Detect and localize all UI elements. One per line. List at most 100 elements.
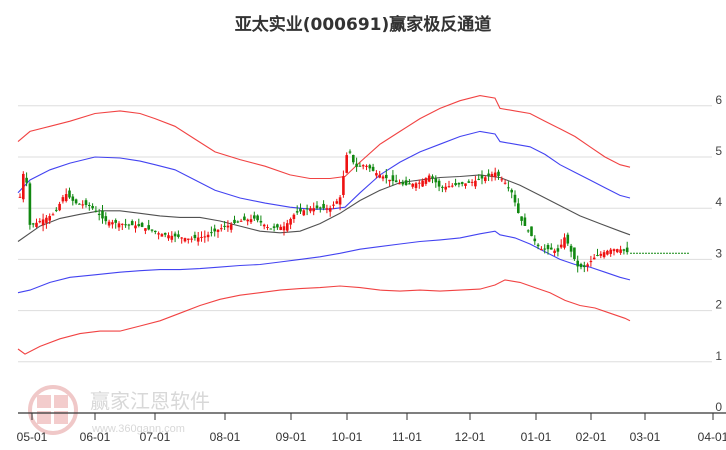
candle-body	[447, 186, 451, 188]
candle-body	[484, 177, 487, 182]
candle-body	[38, 221, 42, 223]
candle-body	[35, 222, 38, 227]
candle-body	[130, 221, 134, 226]
candle-body	[530, 226, 533, 237]
candle-body	[305, 208, 309, 210]
candle-body	[536, 244, 540, 247]
candle-body	[454, 183, 457, 186]
candle-body	[460, 182, 464, 184]
candle-body	[526, 230, 530, 232]
channel-lines	[17, 95, 690, 355]
candle-body	[107, 221, 111, 226]
candle-body	[553, 250, 556, 253]
middle-line-line	[17, 174, 631, 242]
candle-body	[559, 244, 563, 248]
candle-body	[94, 210, 98, 212]
grid-lines	[18, 105, 712, 363]
candle-body	[348, 151, 352, 153]
x-tick-label: 10-01	[332, 430, 363, 444]
candle-body	[602, 252, 606, 258]
candle-body	[371, 166, 375, 171]
watermark: 赢家江恩软件 www.360gann.com	[28, 385, 210, 435]
candle-body	[474, 180, 477, 187]
candle-body	[378, 174, 381, 178]
candle-body	[355, 163, 358, 167]
candle-body	[431, 176, 434, 179]
candle-body	[520, 216, 523, 221]
candle-body	[427, 175, 431, 182]
candle-body	[203, 236, 207, 238]
x-tick-label: 03-01	[630, 430, 661, 444]
candle-body	[596, 255, 599, 257]
candle-body	[74, 199, 78, 204]
y-tick-label: 1	[715, 349, 722, 363]
candle-body	[309, 208, 312, 212]
candle-body	[18, 196, 22, 198]
x-tick-label: 08-01	[210, 430, 241, 444]
candle-body	[315, 205, 319, 209]
x-tick-label: 02-01	[576, 430, 607, 444]
candle-body	[418, 182, 421, 184]
candle-body	[187, 238, 190, 240]
candle-body	[493, 172, 497, 177]
candle-body	[147, 225, 150, 230]
candle-body	[342, 176, 345, 195]
candle-body	[332, 204, 335, 206]
candle-body	[226, 225, 230, 228]
candle-body	[213, 228, 216, 232]
candle-body	[154, 230, 157, 232]
candle-body	[451, 185, 454, 187]
candle-body	[144, 228, 147, 231]
candle-body	[385, 174, 388, 179]
candle-body	[101, 210, 104, 219]
candle-body	[41, 219, 45, 226]
candle-body	[111, 222, 114, 225]
candle-body	[292, 214, 296, 220]
candle-body	[173, 233, 177, 237]
candle-body	[81, 204, 84, 206]
candle-body	[229, 224, 233, 230]
candle-body	[289, 218, 292, 225]
candle-body	[163, 232, 167, 235]
lower-outer-band-line	[17, 279, 631, 355]
candle-body	[299, 208, 302, 212]
candle-body	[556, 248, 560, 252]
candle-body	[398, 183, 401, 185]
candle-body	[124, 224, 127, 226]
candle-body	[272, 226, 276, 228]
candle-body	[246, 219, 249, 222]
candle-body	[243, 216, 246, 221]
x-tick-label: 05-01	[17, 430, 48, 444]
candle-body	[223, 225, 226, 227]
candle-body	[127, 224, 131, 226]
candle-body	[196, 237, 200, 242]
candle-body	[576, 260, 579, 267]
candle-body	[61, 197, 65, 202]
candle-body	[64, 194, 68, 202]
candle-body	[546, 245, 550, 250]
candle-body	[625, 247, 629, 253]
candle-body	[253, 215, 256, 219]
lower-inner-band-line	[17, 230, 631, 294]
candle-body	[510, 189, 513, 193]
candle-body	[45, 217, 48, 223]
candle-body	[609, 249, 612, 254]
candle-body	[319, 207, 322, 209]
upper-outer-band-line	[17, 95, 631, 180]
candle-body	[262, 224, 266, 227]
y-tick-label: 0	[715, 400, 722, 414]
candle-body	[322, 203, 325, 209]
candle-body	[22, 173, 25, 200]
candle-body	[411, 183, 414, 187]
candle-body	[276, 224, 279, 228]
candle-body	[583, 265, 586, 268]
candle-body	[249, 219, 253, 223]
x-tick-label: 12-01	[455, 430, 486, 444]
candle-body	[216, 229, 220, 232]
candle-body	[441, 186, 444, 188]
candle-body	[91, 205, 94, 209]
candle-body	[563, 237, 566, 248]
candle-body	[401, 182, 405, 185]
candle-body	[259, 220, 263, 223]
candle-body	[497, 171, 500, 176]
